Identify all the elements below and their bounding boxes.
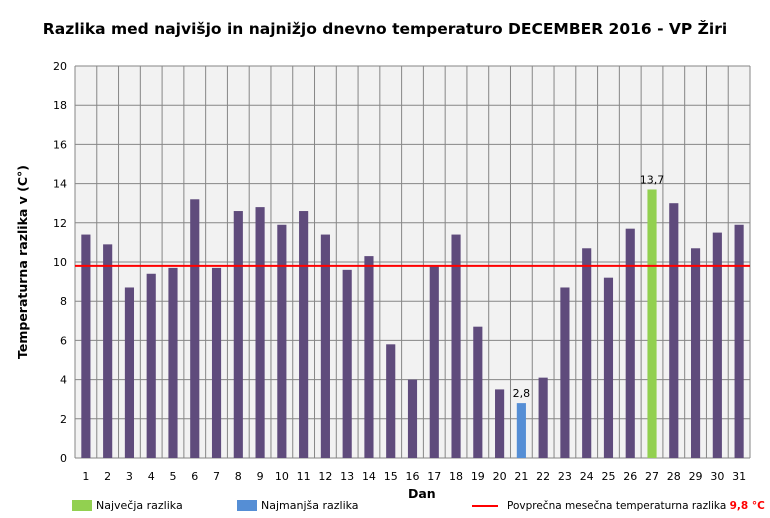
x-tick-label: 6 [191,470,198,483]
bar-day-6 [190,199,200,458]
bar-day-8 [233,211,243,458]
x-tick-label: 23 [558,470,572,483]
x-tick-label: 30 [710,470,724,483]
bar-day-28 [669,203,679,458]
x-tick-label: 16 [406,470,420,483]
bar-day-23 [560,287,570,458]
x-tick-label: 31 [732,470,746,483]
bar-day-7 [211,267,222,458]
x-tick-label: 7 [213,470,220,483]
bar-day-2 [103,244,113,458]
legend-max: Največja razlika [72,499,183,512]
x-tick-label: 17 [427,470,441,483]
bar-day-1 [81,234,91,458]
y-tick-label: 16 [53,138,67,151]
x-tick-label: 9 [257,470,264,483]
data-label: 13,7 [640,173,665,186]
legend-min-item: Najmanjša razlika [237,499,359,512]
y-tick-label: 10 [53,256,67,269]
x-tick-label: 11 [297,470,311,483]
data-label: 2,8 [513,387,531,400]
bar-day-4 [146,273,156,458]
legend-max-label: Največja razlika [96,499,183,512]
bar-day-16 [407,379,418,458]
bar-day-21 [516,403,526,458]
bar-day-19 [473,326,483,458]
x-tick-label: 29 [689,470,703,483]
bar-day-25 [603,277,614,458]
x-tick-label: 12 [318,470,332,483]
bar-day-13 [342,269,352,458]
bar-day-12 [320,234,330,458]
legend-min-label: Najmanjša razlika [261,499,359,512]
bar-day-24 [582,248,592,458]
bar-day-30 [712,232,722,458]
x-tick-label: 1 [82,470,89,483]
legend-min-swatch [237,500,257,511]
x-tick-label: 28 [667,470,681,483]
x-tick-label: 3 [126,470,133,483]
x-tick-label: 24 [580,470,594,483]
y-tick-label: 2 [60,413,67,426]
x-tick-label: 2 [104,470,111,483]
x-tick-label: 27 [645,470,659,483]
x-tick-label: 26 [623,470,637,483]
x-tick-label: 21 [514,470,528,483]
bar-day-5 [168,267,178,458]
y-tick-label: 14 [53,178,67,191]
x-tick-label: 19 [471,470,485,483]
x-tick-label: 10 [275,470,289,483]
x-tick-label: 5 [169,470,176,483]
bar-day-31 [734,224,744,458]
x-tick-label: 4 [148,470,155,483]
y-axis-label: Temperaturna razlika v (C°) [15,165,30,359]
y-tick-label: 6 [60,334,67,347]
legend-average-line [472,505,498,507]
y-tick-label: 20 [53,60,67,73]
x-tick-label: 18 [449,470,463,483]
x-tick-label: 25 [601,470,615,483]
legend-max-swatch [72,500,92,511]
bar-day-29 [690,248,701,458]
x-tick-label: 15 [384,470,398,483]
x-tick-label: 22 [536,470,550,483]
x-axis-label: Dan [408,486,436,501]
y-tick-label: 12 [53,217,67,230]
bar-day-17 [429,265,439,458]
chart-title: Razlika med najvišjo in najnižjo dnevno … [42,20,728,38]
legend-average: Povprečna mesečna temperaturna razlika 9… [472,500,765,512]
y-tick-label: 8 [60,295,67,308]
y-tick-label: 0 [60,452,67,465]
bar-day-10 [277,224,287,458]
bar-day-27 [647,189,657,459]
bar-day-11 [299,211,309,458]
bar-day-14 [364,256,374,458]
legend-average-label: Povprečna mesečna temperaturna razlika [507,500,727,512]
legend-average-value: 9,8 °C [729,500,765,512]
bar-day-26 [625,228,635,458]
x-tick-label: 13 [340,470,354,483]
y-tick-label: 4 [60,374,67,387]
bar-day-9 [255,207,265,458]
bar-day-22 [538,377,548,458]
bar-day-3 [124,287,135,458]
bar-day-20 [495,389,505,458]
y-tick-label: 18 [53,99,67,112]
x-tick-label: 20 [493,470,507,483]
x-tick-label: 14 [362,470,376,483]
bar-day-18 [451,234,461,458]
bar-day-15 [386,344,396,458]
x-tick-label: 8 [235,470,242,483]
